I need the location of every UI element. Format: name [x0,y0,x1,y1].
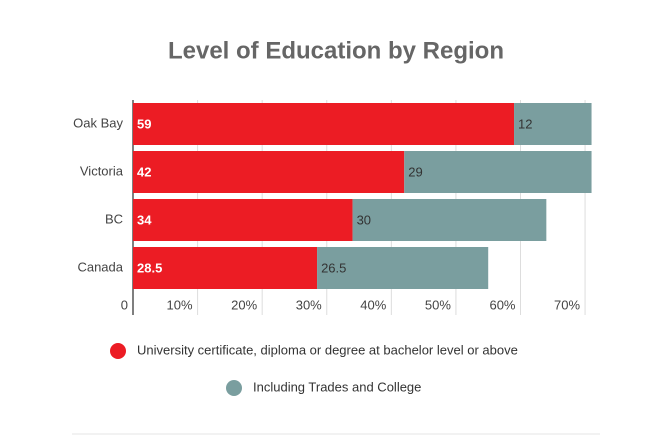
y-tick-label: Canada [77,259,123,274]
data-label: 26.5 [321,260,346,275]
x-tick-label: 40% [360,297,386,312]
bar-segment [404,151,592,193]
bar-segment [133,247,318,289]
x-tick-label: 20% [231,297,257,312]
bar-segment [317,247,489,289]
x-tick-label: 10% [167,297,193,312]
y-tick-label: Oak Bay [73,115,123,130]
data-label: 28.5 [137,260,162,275]
bar-segment [133,103,515,145]
data-label: 59 [137,116,151,131]
data-label: 42 [137,164,151,179]
data-label: 30 [357,212,371,227]
bar-segment [133,199,353,241]
bar-segment [514,103,592,145]
data-label: 34 [137,212,152,227]
legend-swatch [226,380,242,396]
legend-label: Including Trades and College [253,379,421,394]
bar-segment [133,151,405,193]
x-tick-label: 30% [296,297,322,312]
chart-title: Level of Education by Region [168,37,504,64]
data-label: 12 [518,116,532,131]
x-tick-label: 60% [489,297,515,312]
bar-segment [352,199,547,241]
x-tick-label: 50% [425,297,451,312]
x-tick-label: 70% [554,297,580,312]
x-tick-label: 0 [121,297,128,312]
legend-swatch [110,343,126,359]
y-tick-label: Victoria [80,163,124,178]
data-label: 29 [408,164,422,179]
legend-label: University certificate, diploma or degre… [137,342,518,357]
y-tick-label: BC [105,211,123,226]
